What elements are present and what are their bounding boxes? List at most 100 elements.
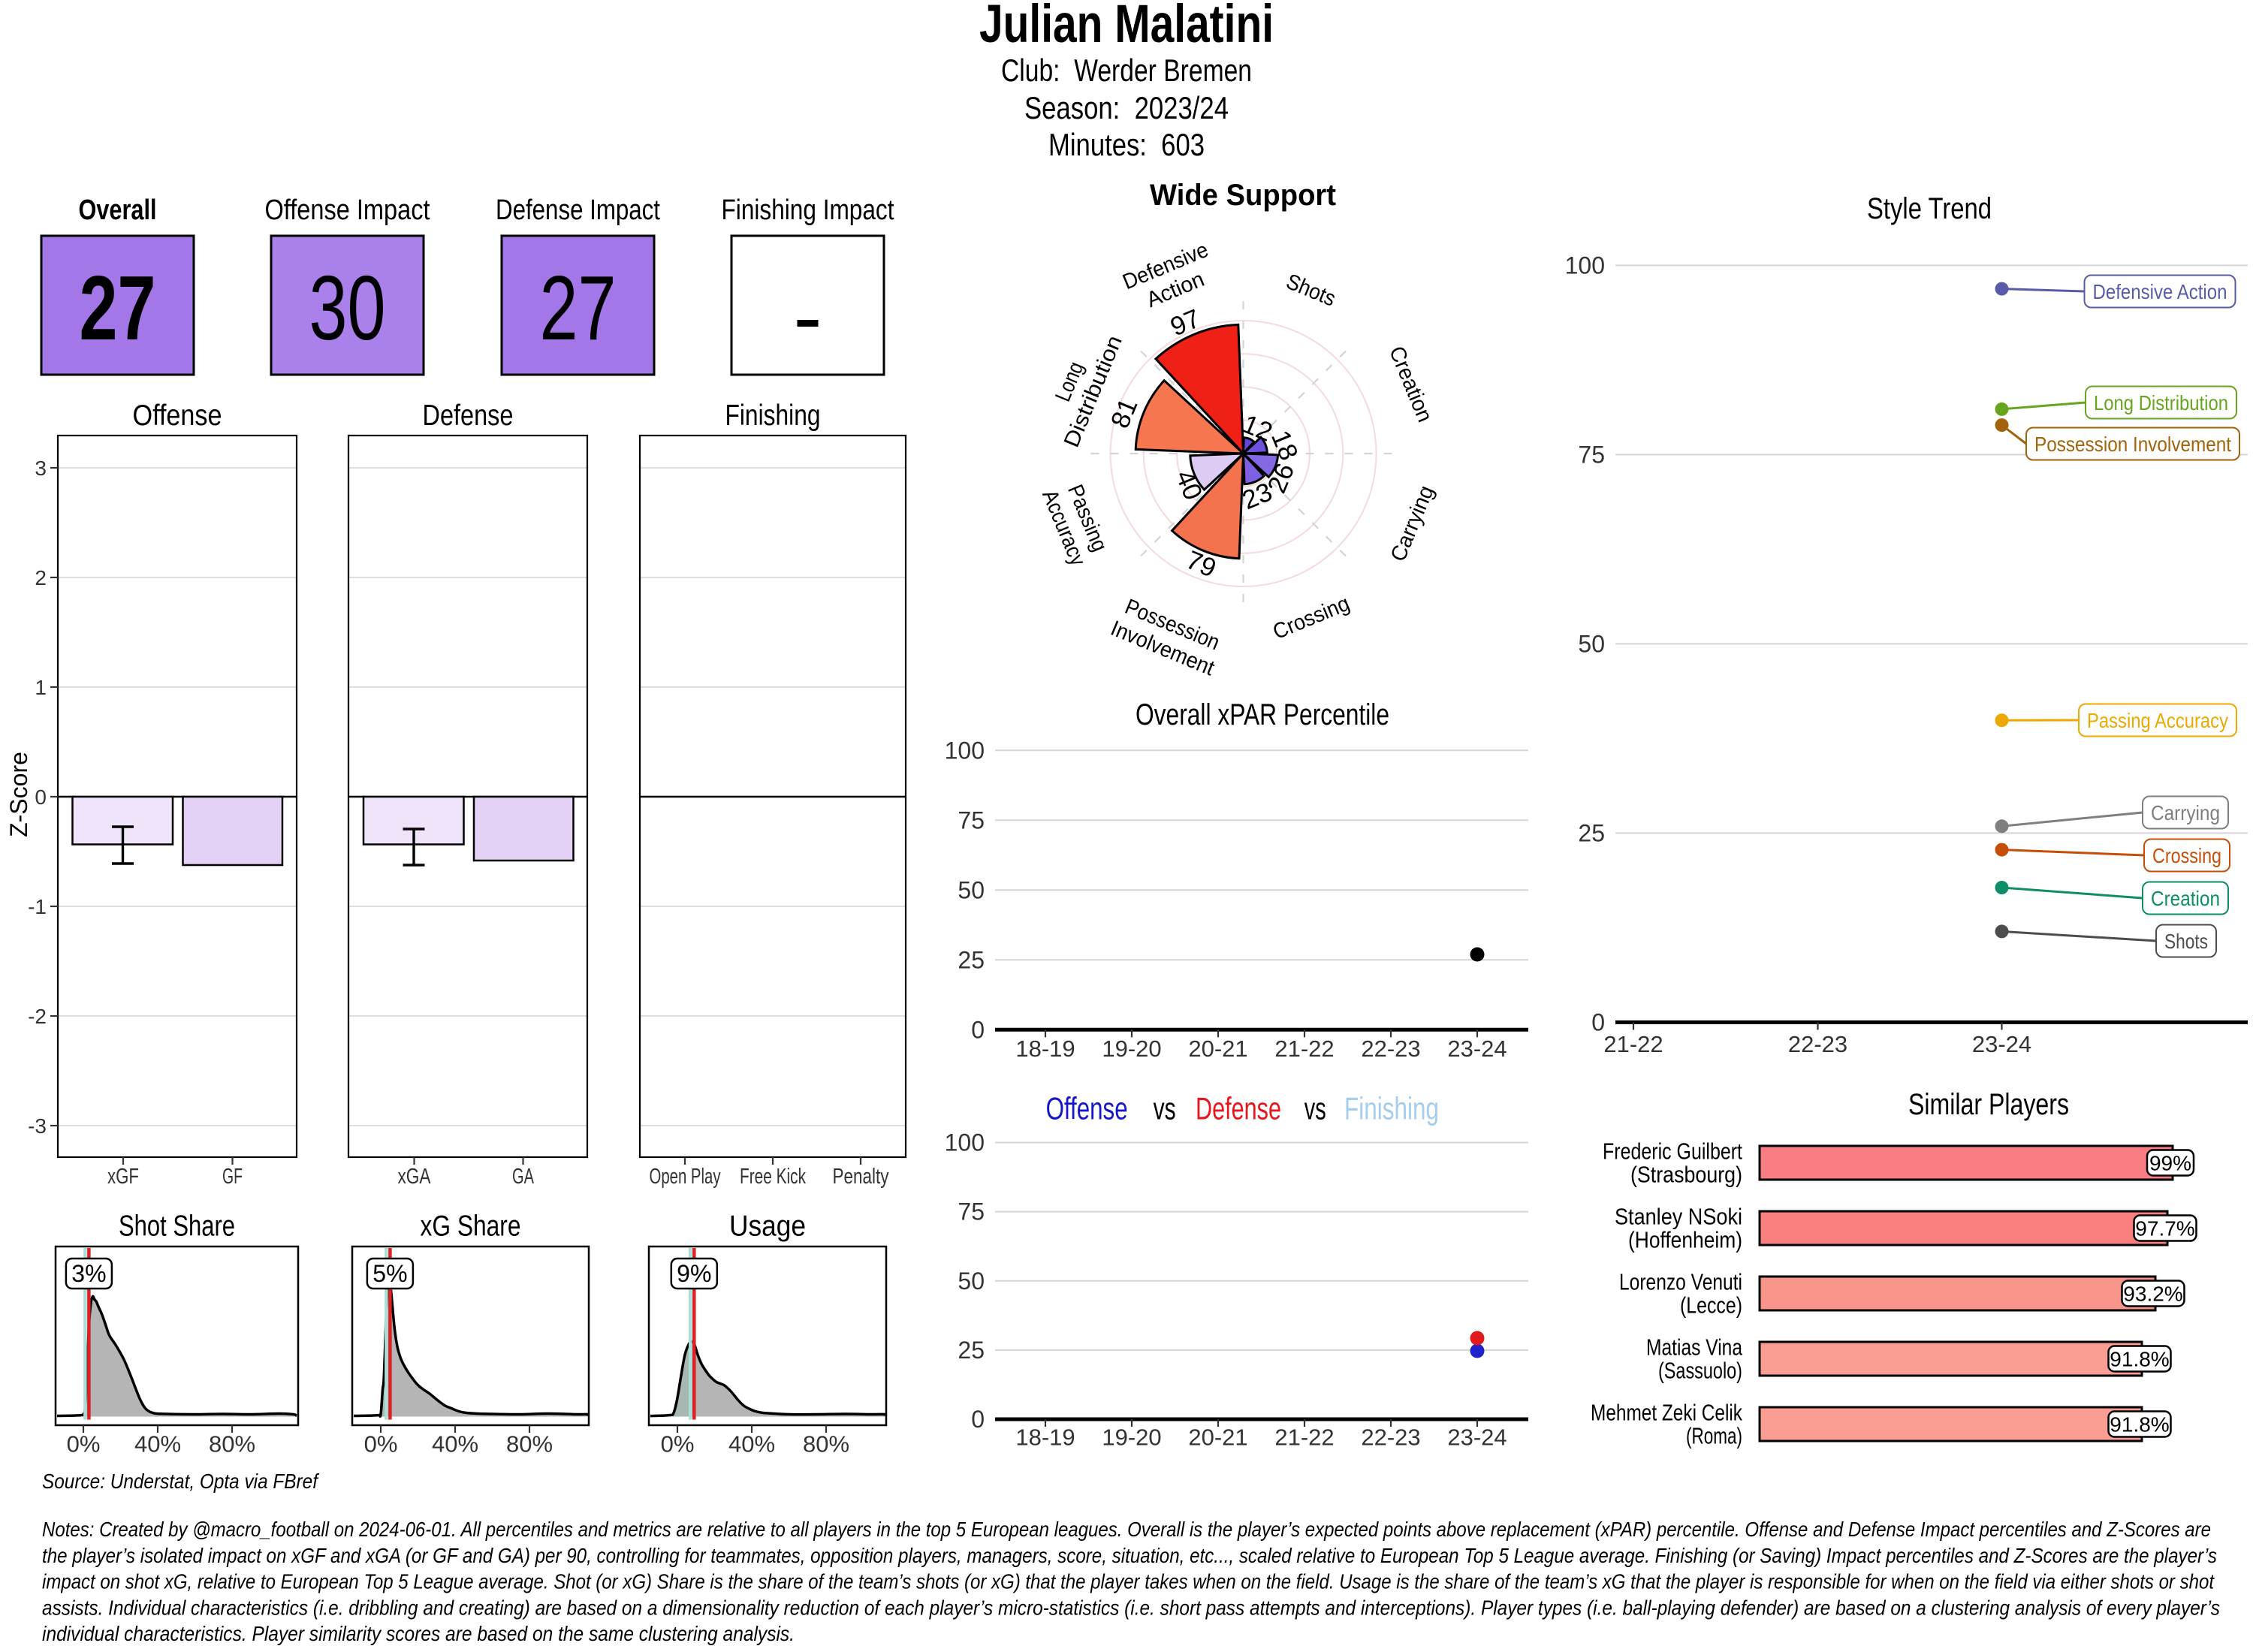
svg-text:50: 50 <box>958 876 985 903</box>
svg-text:Julian Malatini: Julian Malatini <box>979 0 1274 54</box>
svg-text:xG Share: xG Share <box>421 1210 521 1243</box>
svg-text:97.7%: 97.7% <box>2135 1217 2194 1241</box>
svg-text:75: 75 <box>958 806 985 834</box>
svg-text:80%: 80% <box>803 1431 849 1458</box>
svg-text:18-19: 18-19 <box>1015 1424 1075 1451</box>
svg-text:-1: -1 <box>28 895 47 918</box>
svg-text:Mehmet Zeki Celik: Mehmet Zeki Celik <box>1591 1400 1742 1426</box>
svg-text:Open Play: Open Play <box>650 1165 721 1189</box>
svg-text:5%: 5% <box>372 1260 407 1287</box>
svg-text:Offense Impact: Offense Impact <box>265 194 430 226</box>
svg-text:(Sassuolo): (Sassuolo) <box>1658 1358 1742 1384</box>
svg-text:19-20: 19-20 <box>1102 1036 1161 1062</box>
svg-text:-2: -2 <box>28 1005 47 1028</box>
svg-text:xGA: xGA <box>398 1165 432 1189</box>
svg-text:50: 50 <box>958 1268 985 1295</box>
svg-text:Defensive Action: Defensive Action <box>2093 280 2227 303</box>
svg-text:Penalty: Penalty <box>833 1165 889 1189</box>
svg-text:Defense: Defense <box>423 399 514 432</box>
svg-text:2: 2 <box>35 566 47 589</box>
svg-text:25: 25 <box>958 946 985 973</box>
svg-text:23-24: 23-24 <box>1447 1424 1507 1451</box>
svg-text:Creation: Creation <box>2151 887 2220 910</box>
svg-text:22-23: 22-23 <box>1788 1031 1847 1057</box>
svg-text:1: 1 <box>35 676 47 699</box>
svg-text:Passing Accuracy: Passing Accuracy <box>2087 709 2228 732</box>
svg-text:21-22: 21-22 <box>1274 1036 1334 1062</box>
svg-text:Shot Share: Shot Share <box>119 1210 235 1243</box>
svg-text:Style Trend: Style Trend <box>1867 192 1992 225</box>
svg-text:Finishing Impact: Finishing Impact <box>722 194 894 226</box>
svg-text:xGF: xGF <box>107 1165 139 1189</box>
svg-text:0: 0 <box>971 1406 985 1433</box>
svg-text:100: 100 <box>1565 252 1605 279</box>
svg-text:Source: Understat, Opta via FB: Source: Understat, Opta via FBref <box>42 1470 320 1493</box>
svg-text:Offense: Offense <box>1046 1091 1128 1126</box>
svg-text:21-22: 21-22 <box>1274 1424 1334 1451</box>
svg-text:Offense: Offense <box>133 399 222 432</box>
svg-text:the player’s isolated impact o: the player’s isolated impact on xGF and … <box>42 1544 2217 1567</box>
svg-text:(Hoffenheim): (Hoffenheim) <box>1628 1227 1742 1253</box>
svg-text:100: 100 <box>945 737 985 764</box>
svg-text:Shots: Shots <box>2164 930 2208 953</box>
svg-text:Crossing: Crossing <box>2152 844 2221 867</box>
svg-text:vs: vs <box>1304 1091 1326 1126</box>
svg-text:Matias Vina: Matias Vina <box>1646 1334 1743 1361</box>
svg-text:Carrying: Carrying <box>2151 801 2220 824</box>
svg-text:Overall: Overall <box>79 194 157 226</box>
svg-text:23-24: 23-24 <box>1972 1031 2031 1057</box>
svg-text:Possession Involvement: Possession Involvement <box>2034 433 2231 456</box>
svg-text:19-20: 19-20 <box>1102 1424 1161 1451</box>
svg-text:80%: 80% <box>506 1431 553 1458</box>
svg-text:25: 25 <box>958 1337 985 1364</box>
svg-text:Defense Impact: Defense Impact <box>496 194 660 226</box>
svg-text:99%: 99% <box>2149 1152 2191 1175</box>
svg-text:40%: 40% <box>134 1431 181 1458</box>
svg-text:9%: 9% <box>677 1260 711 1287</box>
svg-text:20-21: 20-21 <box>1188 1424 1247 1451</box>
svg-text:75: 75 <box>1578 441 1605 468</box>
svg-text:0: 0 <box>35 785 47 809</box>
svg-text:0%: 0% <box>364 1431 398 1458</box>
svg-text:0%: 0% <box>661 1431 695 1458</box>
svg-text:30: 30 <box>309 257 386 359</box>
svg-text:Wide Support: Wide Support <box>1150 179 1336 212</box>
svg-text:25: 25 <box>1578 819 1605 846</box>
svg-text:Lorenzo Venuti: Lorenzo Venuti <box>1619 1269 1742 1295</box>
svg-text:23-24: 23-24 <box>1447 1036 1507 1062</box>
svg-text:91.8%: 91.8% <box>2110 1348 2169 1371</box>
svg-text:22-23: 22-23 <box>1361 1036 1420 1062</box>
svg-text:Club: Werder Bremen: Club: Werder Bremen <box>1001 53 1252 88</box>
svg-text:93.2%: 93.2% <box>2123 1283 2182 1306</box>
svg-text:100: 100 <box>945 1129 985 1156</box>
svg-text:27: 27 <box>540 257 617 359</box>
svg-text:0%: 0% <box>67 1431 101 1458</box>
svg-text:3%: 3% <box>71 1260 106 1287</box>
svg-text:40%: 40% <box>728 1431 775 1458</box>
svg-text:0: 0 <box>971 1016 985 1043</box>
svg-text:Minutes: 603: Minutes: 603 <box>1048 127 1205 162</box>
svg-text:impact on shot xG, relative to: impact on shot xG, relative to European … <box>42 1570 2215 1593</box>
svg-text:Usage: Usage <box>729 1210 806 1243</box>
svg-text:75: 75 <box>958 1198 985 1225</box>
svg-text:Season: 2023/24: Season: 2023/24 <box>1024 90 1229 125</box>
svg-text:Overall xPAR Percentile: Overall xPAR Percentile <box>1136 698 1389 731</box>
svg-text:0: 0 <box>1591 1008 1605 1036</box>
svg-text:22-23: 22-23 <box>1361 1424 1420 1451</box>
svg-text:GF: GF <box>222 1165 243 1189</box>
svg-text:Stanley NSoki: Stanley NSoki <box>1615 1204 1742 1230</box>
svg-text:20-21: 20-21 <box>1188 1036 1247 1062</box>
svg-text:Z-Score: Z-Score <box>5 752 32 837</box>
svg-text:Free Kick: Free Kick <box>740 1165 806 1189</box>
svg-text:91.8%: 91.8% <box>2110 1413 2169 1436</box>
svg-text:18-19: 18-19 <box>1015 1036 1075 1062</box>
svg-text:(Roma): (Roma) <box>1686 1423 1742 1449</box>
svg-text:Notes: Created by @macro_footb: Notes: Created by @macro_football on 202… <box>42 1518 2211 1541</box>
svg-text:-3: -3 <box>28 1114 47 1138</box>
svg-text:(Lecce): (Lecce) <box>1680 1292 1742 1319</box>
svg-text:21-22: 21-22 <box>1603 1031 1663 1057</box>
svg-text:assists. Individual characteri: assists. Individual characteristics (i.e… <box>42 1596 2220 1619</box>
svg-text:(Strasbourg): (Strasbourg) <box>1630 1162 1742 1188</box>
svg-text:GA: GA <box>512 1165 534 1189</box>
svg-text:individual characteristics. Pl: individual characteristics. Player simil… <box>42 1622 795 1645</box>
